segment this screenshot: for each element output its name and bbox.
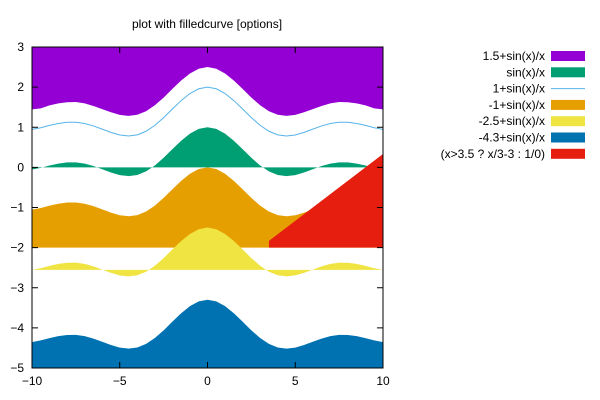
series-5-area — [32, 227, 383, 277]
plot-area — [32, 47, 383, 368]
y-tick-label: −2 — [10, 241, 24, 255]
y-tick-label: −5 — [10, 361, 24, 375]
legend-swatch — [551, 67, 585, 78]
legend-label: 1.5+sin(x)/x — [483, 49, 545, 63]
x-axis: −10 −5 0 5 10 — [22, 47, 390, 388]
legend-label: -2.5+sin(x)/x — [479, 114, 545, 128]
legend-label: 1+sin(x)/x — [493, 82, 545, 96]
x-tick-label: −10 — [22, 374, 43, 388]
y-tick-label: −4 — [10, 321, 24, 335]
x-tick-label: 0 — [204, 374, 211, 388]
legend-label: -1+sin(x)/x — [489, 98, 545, 112]
legend-label: -4.3+sin(x)/x — [479, 131, 545, 145]
series-6-area — [32, 299, 383, 368]
legend-label: sin(x)/x — [506, 65, 545, 79]
x-tick-label: 10 — [376, 374, 390, 388]
series-3-line — [32, 86, 383, 137]
y-tick-label: −3 — [10, 281, 24, 295]
x-tick-label: −5 — [113, 374, 127, 388]
y-tick-label: −1 — [10, 201, 24, 215]
legend-label: (x>3.5 ? x/3-3 : 1/0) — [441, 147, 545, 161]
legend-swatch — [551, 132, 585, 143]
legend: 1.5+sin(x)/x sin(x)/x 1+sin(x)/x -1+sin(x)/… — [441, 49, 585, 161]
y-tick-label: 3 — [17, 40, 24, 54]
legend-swatch — [551, 116, 585, 127]
legend-swatch — [551, 51, 585, 61]
y-tick-label: 1 — [17, 120, 24, 134]
legend-swatch — [551, 99, 585, 110]
x-tick-label: 5 — [292, 374, 299, 388]
series-2-area — [32, 127, 383, 177]
series-1-area — [32, 47, 383, 116]
y-axis: −5 −4 −3 −2 −1 0 1 2 3 — [10, 40, 383, 375]
y-tick-label: 0 — [17, 160, 24, 174]
y-tick-label: 2 — [17, 80, 24, 94]
series-7-area — [268, 154, 383, 248]
legend-swatch — [551, 148, 585, 159]
chart-title: plot with filledcurve [options] — [132, 17, 282, 31]
